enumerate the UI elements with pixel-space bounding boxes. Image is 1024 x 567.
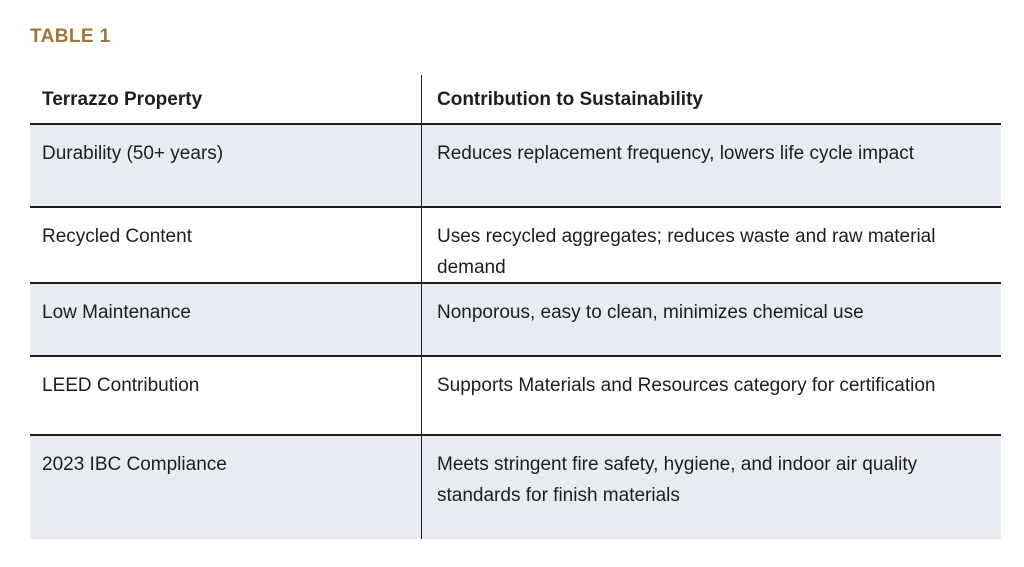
property-cell: LEED Contribution: [42, 375, 200, 396]
contribution-text: Reduces replacement frequency, lowers li…: [437, 143, 914, 164]
column-header-contribution-to-sustainability: Contribution to Sustainability: [421, 75, 1001, 123]
contribution-cell: Nonporous, easy to clean, minimizes chem…: [421, 284, 1001, 355]
contribution-text: Uses recycled aggregates; reduces waste …: [437, 226, 936, 278]
table-row: Recycled Content Uses recycled aggregate…: [30, 206, 1001, 282]
sustainability-table: Terrazzo Property Contribution to Sustai…: [30, 75, 1001, 539]
property-cell: 2023 IBC Compliance: [42, 454, 227, 475]
table-header-row: Terrazzo Property Contribution to Sustai…: [30, 75, 1001, 123]
column-header-terrazzo-property: Terrazzo Property: [42, 88, 203, 110]
property-cell: Low Maintenance: [42, 302, 191, 323]
property-cell: Recycled Content: [42, 226, 192, 247]
contribution-cell: Supports Materials and Resources categor…: [421, 357, 1001, 434]
table-row: LEED Contribution Supports Materials and…: [30, 355, 1001, 434]
contribution-text: Meets stringent fire safety, hygiene, an…: [437, 454, 918, 506]
table-row: 2023 IBC Compliance Meets stringent fire…: [30, 434, 1001, 539]
contribution-cell: Meets stringent fire safety, hygiene, an…: [421, 436, 1001, 539]
table-row: Durability (50+ years) Reduces replaceme…: [30, 123, 1001, 206]
contribution-cell: Uses recycled aggregates; reduces waste …: [421, 208, 1001, 282]
contribution-text: Nonporous, easy to clean, minimizes chem…: [437, 302, 864, 323]
contribution-text: Supports Materials and Resources categor…: [437, 375, 936, 396]
table-title: TABLE 1: [30, 26, 111, 47]
contribution-cell: Reduces replacement frequency, lowers li…: [421, 125, 1001, 206]
table-row: Low Maintenance Nonporous, easy to clean…: [30, 282, 1001, 355]
property-cell: Durability (50+ years): [42, 143, 224, 164]
